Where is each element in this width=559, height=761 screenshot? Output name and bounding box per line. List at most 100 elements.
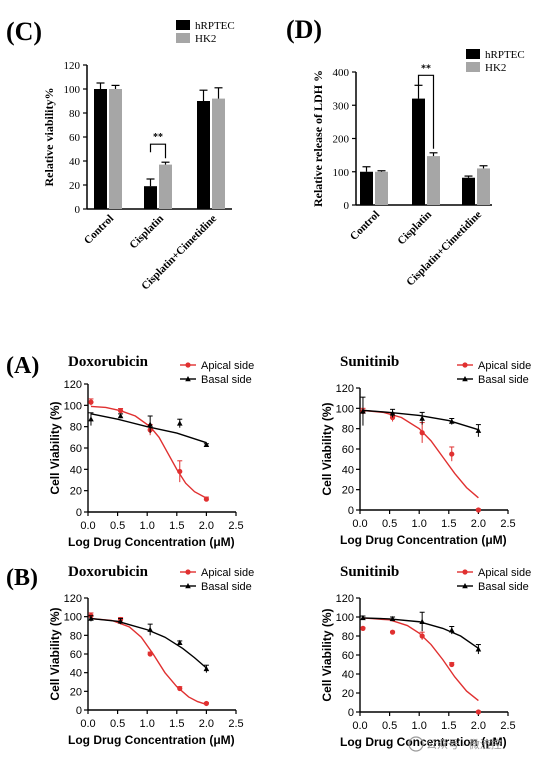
data-point-basal [203,665,210,672]
legend-label: Basal side [201,374,252,386]
data-point-basal [88,615,94,621]
y-tick-label: 0 [348,707,354,719]
x-axis-label: Log Drug Concentration (μM) [340,533,507,547]
legend-swatch-hrptec [466,49,480,59]
x-tick-label: 0.5 [382,720,397,732]
data-point-apical [203,496,209,502]
category-label: Control [348,209,382,243]
data-point-apical [419,633,425,639]
x-tick-label: 0.5 [110,520,125,532]
x-tick-label: 1.5 [441,518,456,530]
x-tick-label: 2.0 [199,718,214,730]
data-point-basal [176,639,183,645]
legend-swatch-hrptec [176,20,190,30]
y-tick-label: 40 [70,464,82,476]
x-tick-label: 0.5 [382,518,397,530]
data-point-basal [475,646,482,652]
y-tick-label: 20 [70,486,82,498]
data-point-apical [419,430,425,436]
y-tick-label: 120 [336,593,354,605]
y-axis-label: Relative release of LDH % [311,70,325,207]
legend-label: Basal side [478,374,529,386]
legend-marker [462,583,468,589]
x-axis-label: Log Drug Concentration (μM) [68,535,235,549]
data-point-basal [475,427,482,433]
fit-curve-apical [362,409,479,499]
legend-label: Apical side [201,360,254,372]
x-tick-label: 1.5 [169,520,184,532]
fit-curve-basal [90,413,207,444]
y-tick-label: 0 [75,204,81,216]
bar-hrptec-2 [462,177,475,205]
chart-title: Sunitinib [340,354,399,370]
y-tick-label: 100 [64,400,82,412]
x-tick-label: 0.0 [352,720,367,732]
legend-label: Basal side [201,581,252,593]
y-tick-label: 20 [342,485,354,497]
legend-label-hrptec: hRPTEC [195,20,235,32]
y-tick-label: 40 [70,668,82,680]
data-point-apical [475,709,481,715]
fit-curve-apical [362,617,479,702]
x-tick-label: 1.5 [441,720,456,732]
y-tick-label: 120 [64,379,82,391]
category-label: Cisplatin [395,209,434,248]
legend-marker [462,376,468,382]
y-tick-label: 80 [70,630,82,642]
y-tick-label: 60 [342,444,354,456]
y-tick-label: 60 [342,650,354,662]
fit-curve-apical [90,405,207,499]
bar-hk2-2 [477,168,490,205]
y-tick-label: 100 [336,612,354,624]
data-point-basal [147,626,153,632]
category-label: Control [82,213,116,247]
legend-marker [185,376,191,382]
x-tick-label: 1.0 [412,518,427,530]
data-point-basal [203,441,210,447]
data-point-basal [360,408,366,414]
data-point-basal [88,416,94,422]
y-tick-label: 400 [333,67,350,79]
data-point-apical [449,451,455,457]
chart-title: Doxorubicin [68,354,149,370]
panel-label: (A) [6,353,39,379]
data-point-apical [177,468,183,475]
bar-hrptec-1 [412,98,425,205]
legend-label-hk2: HK2 [485,62,506,74]
data-point-basal [360,614,366,621]
y-axis-label: Cell Viability (%) [48,607,62,700]
data-point-basal [117,618,124,624]
y-tick-label: 0 [76,507,82,519]
fit-curve-basal [362,409,479,431]
x-tick-label: 2.5 [500,518,515,530]
bar-hk2-0 [109,89,122,209]
y-tick-label: 40 [69,156,81,168]
bar-hrptec-2 [197,101,210,209]
data-point-basal [419,415,425,421]
legend-marker [462,362,468,368]
data-point-apical [117,408,124,414]
x-tick-label: 2.5 [228,520,243,532]
y-tick-label: 100 [64,84,81,96]
y-tick-label: 100 [64,612,82,624]
x-tick-label: 2.0 [199,520,214,532]
watermark-text: 公众号 · 微流控 [426,737,502,751]
y-tick-label: 40 [342,464,354,476]
data-point-basal [117,413,124,419]
legend-label: Apical side [478,567,531,579]
data-point-basal [448,627,455,633]
data-point-apical [88,399,94,405]
x-tick-label: 2.5 [500,720,515,732]
data-point-apical [147,651,153,657]
y-tick-label: 100 [333,167,350,179]
chart-title: Doxorubicin [68,564,149,580]
y-tick-label: 200 [333,134,350,146]
y-tick-label: 300 [333,100,350,112]
data-point-basal [448,418,455,424]
y-tick-label: 0 [344,200,350,212]
y-tick-label: 60 [70,443,82,455]
significance-stars: ** [421,63,431,74]
legend-label: Basal side [478,581,529,593]
x-tick-label: 1.5 [169,718,184,730]
